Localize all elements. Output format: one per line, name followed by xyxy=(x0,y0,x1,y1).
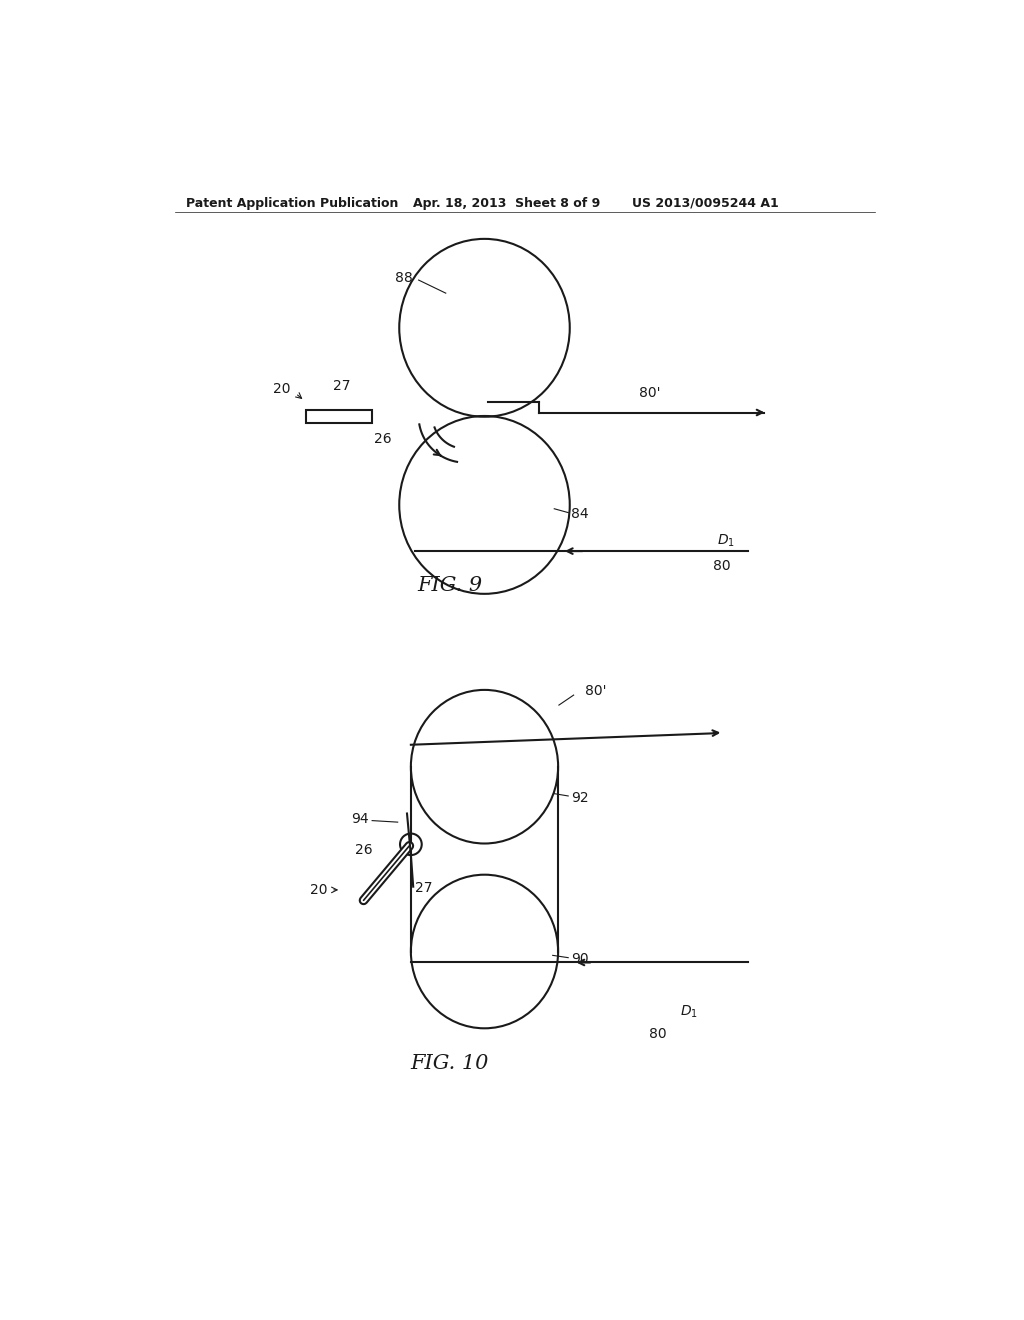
Text: 88: 88 xyxy=(395,271,414,285)
Text: 27: 27 xyxy=(333,379,350,393)
Text: 20: 20 xyxy=(273,383,291,396)
Text: 26: 26 xyxy=(375,433,392,446)
Text: 80': 80' xyxy=(586,684,607,698)
Text: Apr. 18, 2013  Sheet 8 of 9: Apr. 18, 2013 Sheet 8 of 9 xyxy=(414,197,600,210)
Text: 80: 80 xyxy=(713,558,731,573)
Text: $D_1$: $D_1$ xyxy=(680,1003,697,1020)
Text: 92: 92 xyxy=(571,791,589,804)
Text: 90: 90 xyxy=(571,952,589,966)
Text: 84: 84 xyxy=(571,507,589,521)
Text: 26: 26 xyxy=(354,843,372,857)
Text: Patent Application Publication: Patent Application Publication xyxy=(186,197,398,210)
Text: 27: 27 xyxy=(415,882,432,895)
Text: FIG. 9: FIG. 9 xyxy=(417,577,482,595)
Text: 80': 80' xyxy=(640,387,662,400)
Text: 94: 94 xyxy=(350,812,369,826)
Text: 80: 80 xyxy=(649,1027,667,1041)
Text: $D_1$: $D_1$ xyxy=(717,533,735,549)
Bar xyxy=(306,411,372,422)
Text: 20: 20 xyxy=(310,883,328,896)
Text: US 2013/0095244 A1: US 2013/0095244 A1 xyxy=(632,197,778,210)
Text: FIG. 10: FIG. 10 xyxy=(411,1053,488,1073)
